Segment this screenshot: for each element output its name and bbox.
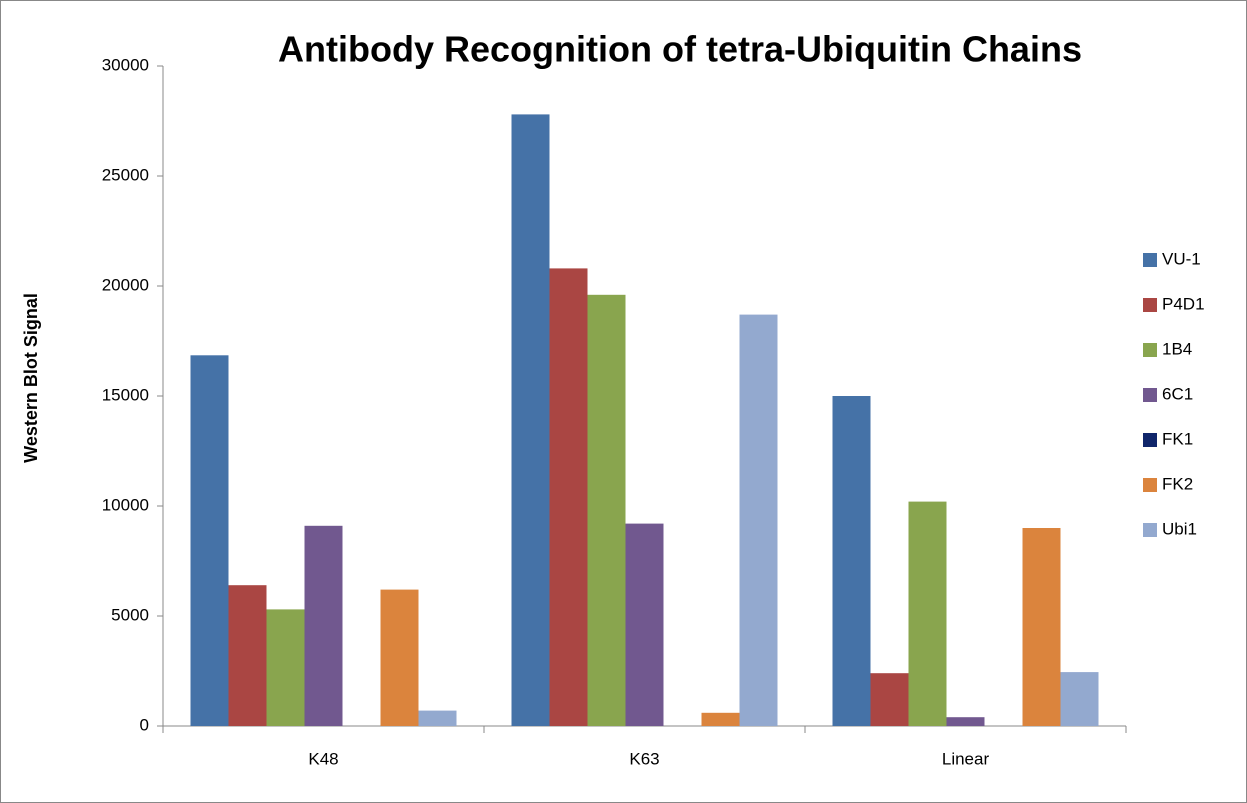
x-tick-label: K63 [629,749,659,768]
legend-swatch [1143,298,1157,312]
y-tick-label: 25000 [102,165,149,184]
legend-swatch [1143,433,1157,447]
legend-label: VU-1 [1162,249,1201,268]
bar [1060,672,1099,726]
bar [870,673,909,726]
bar [1022,528,1061,726]
bar [190,355,229,726]
bar [266,609,305,726]
bar [304,525,343,726]
bar [946,717,985,726]
bar [549,268,588,726]
legend-label: Ubi1 [1162,519,1197,538]
y-tick-label: 5000 [111,605,149,624]
bar [380,589,419,726]
legend-label: 6C1 [1162,384,1193,403]
chart-title: Antibody Recognition of tetra-Ubiquitin … [278,29,1082,70]
y-tick-label: 20000 [102,275,149,294]
bar [418,710,457,726]
bar [511,114,550,726]
x-tick-label: K48 [308,749,338,768]
y-tick-label: 30000 [102,55,149,74]
legend-swatch [1143,388,1157,402]
x-tick-label: Linear [942,749,990,768]
y-tick-label: 15000 [102,385,149,404]
bar [625,523,664,726]
y-axis-label: Western Blot Signal [21,293,41,463]
bar [701,712,740,726]
legend-swatch [1143,478,1157,492]
legend-swatch [1143,523,1157,537]
y-tick-label: 0 [140,715,149,734]
bar [587,294,626,726]
bar [228,585,267,726]
legend-label: P4D1 [1162,294,1205,313]
legend-swatch [1143,343,1157,357]
bar [739,314,778,726]
legend-swatch [1143,253,1157,267]
legend-label: 1B4 [1162,339,1192,358]
bar [908,501,947,726]
legend-label: FK2 [1162,474,1193,493]
legend-label: FK1 [1162,429,1193,448]
bar [832,396,871,726]
y-tick-label: 10000 [102,495,149,514]
